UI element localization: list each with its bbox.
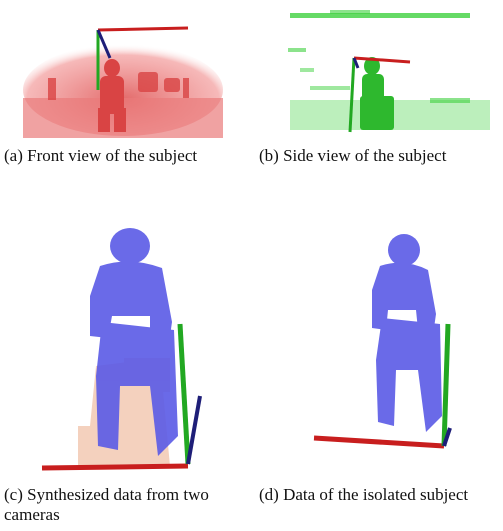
subject-cloud — [360, 57, 394, 130]
panel-a-front-view — [18, 8, 228, 140]
synthesized-pointcloud — [41, 228, 202, 471]
axis-y — [348, 57, 356, 133]
axis-x — [97, 26, 189, 32]
side-view-pointcloud — [288, 10, 490, 133]
subject-cloud — [372, 234, 442, 432]
caption-c: (c) Synthesized data from two cameras — [4, 485, 209, 524]
subject-cloud — [90, 228, 178, 456]
panel-c-synthesized — [38, 226, 218, 474]
isolated-pointcloud — [313, 234, 452, 449]
panel-d-isolated — [308, 230, 468, 456]
caption-a: (a) Front view of the subject — [4, 146, 198, 165]
axis-y — [441, 323, 451, 447]
axis-x — [353, 56, 411, 64]
caption-b: (b) Side view of the subject — [259, 146, 447, 165]
panel-b-side-view — [280, 8, 492, 140]
axis-z — [352, 57, 360, 69]
axis-z — [442, 427, 452, 447]
front-view-pointcloud — [23, 26, 223, 138]
caption-d: (d) Data of the isolated subject — [259, 485, 469, 504]
furniture-cloud — [48, 72, 189, 100]
axis-y — [177, 323, 191, 465]
axis-z — [186, 395, 202, 465]
subject-cloud — [98, 59, 126, 132]
axis-x — [41, 463, 189, 471]
axis-z — [96, 29, 112, 59]
axis-x — [313, 435, 445, 449]
